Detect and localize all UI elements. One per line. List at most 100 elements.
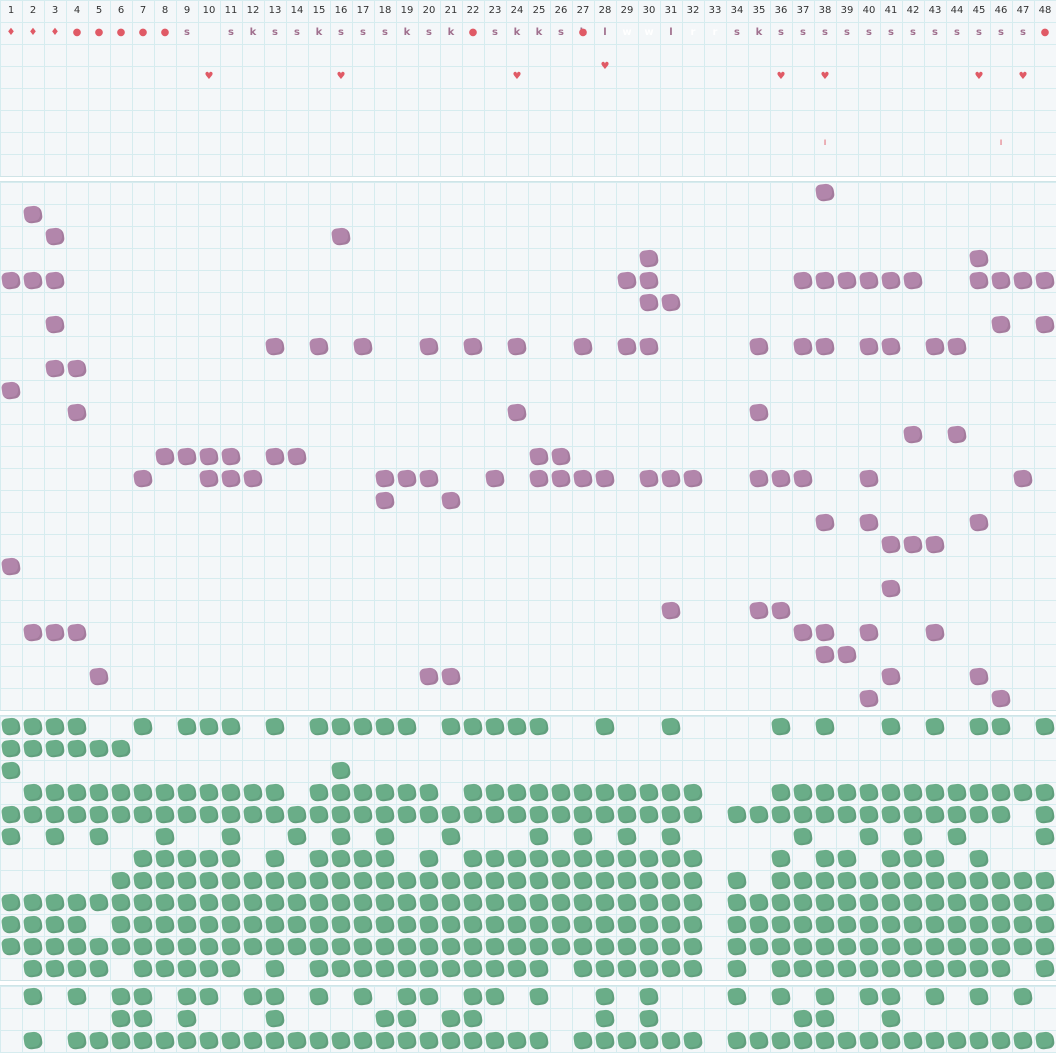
green-block[interactable] [792, 870, 814, 892]
purple-block[interactable] [374, 468, 396, 490]
purple-block[interactable] [858, 512, 880, 534]
green-block[interactable] [374, 1030, 396, 1052]
green-block[interactable] [220, 1030, 242, 1052]
green-block[interactable] [880, 804, 902, 826]
green-block[interactable] [682, 914, 704, 936]
green-block[interactable] [44, 738, 66, 760]
green-block[interactable] [946, 804, 968, 826]
green-block[interactable] [660, 870, 682, 892]
green-block[interactable] [858, 1030, 880, 1052]
green-block[interactable] [770, 986, 792, 1008]
green-block[interactable] [154, 936, 176, 958]
green-block[interactable] [770, 782, 792, 804]
green-block[interactable] [462, 804, 484, 826]
column-tag[interactable]: s [360, 27, 366, 38]
green-block[interactable] [220, 958, 242, 980]
column-tag[interactable]: s [822, 27, 828, 38]
green-block[interactable] [418, 936, 440, 958]
green-block[interactable] [220, 892, 242, 914]
purple-block[interactable] [418, 336, 440, 358]
green-block[interactable] [528, 936, 550, 958]
green-block[interactable] [154, 1030, 176, 1052]
green-block[interactable] [220, 826, 242, 848]
green-block[interactable] [946, 870, 968, 892]
purple-block[interactable] [44, 358, 66, 380]
green-block[interactable] [154, 958, 176, 980]
green-block[interactable] [528, 958, 550, 980]
purple-block[interactable] [968, 512, 990, 534]
green-block[interactable] [198, 782, 220, 804]
green-block[interactable] [572, 804, 594, 826]
green-block[interactable] [88, 826, 110, 848]
green-block[interactable] [528, 716, 550, 738]
column-tag[interactable]: k [579, 27, 587, 38]
purple-block[interactable] [946, 336, 968, 358]
green-block[interactable] [352, 870, 374, 892]
purple-block[interactable] [968, 248, 990, 270]
green-block[interactable] [66, 738, 88, 760]
green-block[interactable] [858, 870, 880, 892]
green-block[interactable] [242, 936, 264, 958]
green-block[interactable] [110, 1030, 132, 1052]
green-block[interactable] [638, 1030, 660, 1052]
green-block[interactable] [946, 914, 968, 936]
green-block[interactable] [902, 914, 924, 936]
green-block[interactable] [616, 958, 638, 980]
green-block[interactable] [484, 848, 506, 870]
green-block[interactable] [990, 870, 1012, 892]
purple-block[interactable] [0, 270, 22, 292]
green-block[interactable] [968, 892, 990, 914]
column-tag[interactable]: l [669, 27, 673, 38]
column-tag[interactable]: k [315, 27, 323, 38]
green-block[interactable] [132, 716, 154, 738]
green-block[interactable] [726, 892, 748, 914]
green-block[interactable] [132, 986, 154, 1008]
green-block[interactable] [198, 936, 220, 958]
green-block[interactable] [220, 716, 242, 738]
green-block[interactable] [220, 782, 242, 804]
green-block[interactable] [462, 782, 484, 804]
column-tag[interactable]: s [844, 27, 850, 38]
green-block[interactable] [682, 870, 704, 892]
green-block[interactable] [132, 914, 154, 936]
green-block[interactable] [44, 826, 66, 848]
green-block[interactable] [176, 782, 198, 804]
green-block[interactable] [726, 986, 748, 1008]
green-block[interactable] [858, 892, 880, 914]
green-block[interactable] [902, 848, 924, 870]
green-block[interactable] [682, 936, 704, 958]
green-block[interactable] [1034, 804, 1056, 826]
green-block[interactable] [616, 1030, 638, 1052]
green-block[interactable] [572, 892, 594, 914]
green-block[interactable] [1012, 870, 1034, 892]
green-block[interactable] [572, 958, 594, 980]
green-block[interactable] [308, 958, 330, 980]
green-block[interactable] [660, 914, 682, 936]
green-block[interactable] [66, 716, 88, 738]
green-block[interactable] [66, 914, 88, 936]
green-block[interactable] [902, 1030, 924, 1052]
purple-block[interactable] [858, 468, 880, 490]
green-block[interactable] [858, 804, 880, 826]
green-block[interactable] [374, 826, 396, 848]
purple-block[interactable] [858, 270, 880, 292]
green-block[interactable] [308, 804, 330, 826]
green-block[interactable] [572, 782, 594, 804]
purple-block[interactable] [44, 270, 66, 292]
green-block[interactable] [946, 826, 968, 848]
green-block[interactable] [22, 892, 44, 914]
purple-block[interactable] [0, 556, 22, 578]
green-block[interactable] [682, 782, 704, 804]
green-block[interactable] [462, 1008, 484, 1030]
green-block[interactable] [484, 936, 506, 958]
green-block[interactable] [462, 870, 484, 892]
column-tag[interactable]: s [954, 27, 960, 38]
green-block[interactable] [396, 1030, 418, 1052]
green-block[interactable] [176, 716, 198, 738]
green-block[interactable] [308, 870, 330, 892]
green-block[interactable] [176, 1030, 198, 1052]
green-block[interactable] [88, 782, 110, 804]
green-block[interactable] [418, 782, 440, 804]
purple-block[interactable] [858, 688, 880, 710]
green-block[interactable] [1012, 892, 1034, 914]
